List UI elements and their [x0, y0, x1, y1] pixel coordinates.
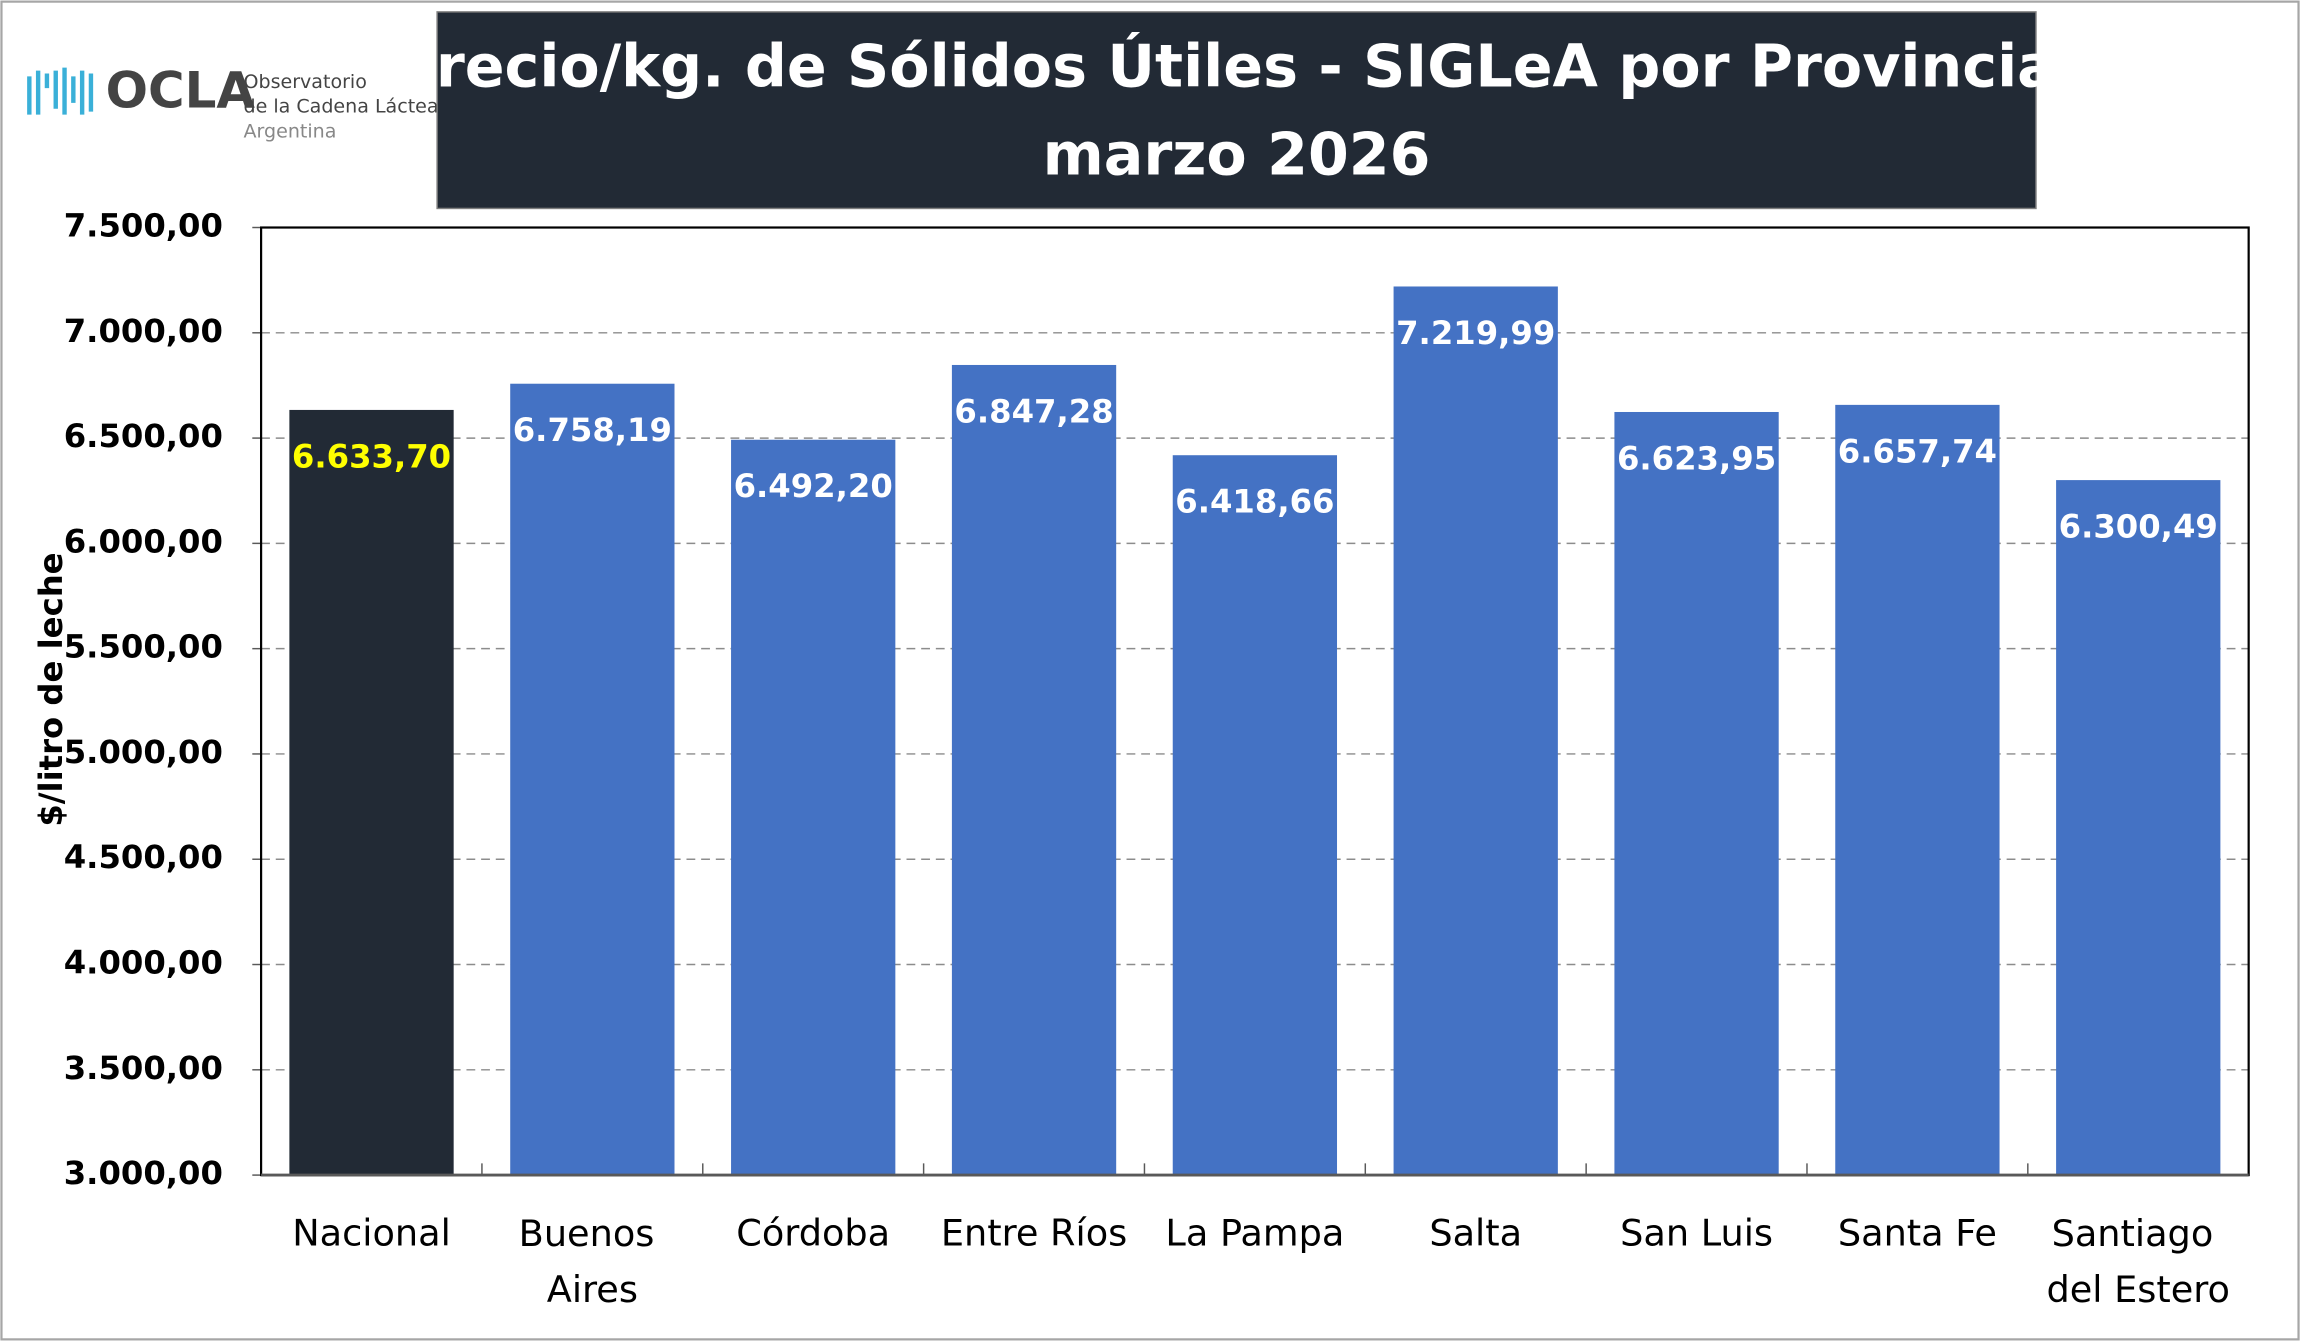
- chart-title: Precio/kg. de Sólidos Útiles - SIGLeA po…: [393, 32, 2080, 101]
- y-tick-label: 7.500,00: [64, 207, 223, 245]
- y-axis-label: $/litro de leche: [32, 552, 70, 826]
- logo-name: OCLA: [106, 62, 256, 120]
- bar: [1614, 411, 1779, 1176]
- logo-line: de la Cadena Láctea: [243, 96, 438, 118]
- chart-title: marzo 2026: [1043, 121, 1431, 189]
- value-label: 6.623,95: [1617, 439, 1776, 477]
- x-tick-label: Córdoba: [736, 1212, 890, 1255]
- bar: [510, 383, 675, 1176]
- x-tick-label: Nacional: [292, 1212, 451, 1255]
- bar: [1393, 286, 1558, 1176]
- value-label: 6.633,70: [292, 437, 451, 475]
- logo-icon: [27, 67, 94, 115]
- logo-line: Observatorio: [243, 71, 366, 93]
- bar: [1835, 404, 2000, 1176]
- y-tick-label: 5.500,00: [64, 628, 223, 666]
- y-tick-label: 3.000,00: [64, 1154, 223, 1192]
- title-box: [436, 11, 2037, 210]
- value-label: 6.758,19: [513, 411, 672, 449]
- y-tick-label: 4.000,00: [64, 944, 223, 982]
- value-label: 7.219,99: [1396, 314, 1555, 352]
- y-tick-label: 3.500,00: [64, 1049, 223, 1087]
- value-label: 6.418,66: [1175, 483, 1334, 521]
- y-tick-label: 6.500,00: [64, 417, 223, 455]
- x-tick-label: Salta: [1429, 1212, 1522, 1255]
- bar: [2056, 480, 2221, 1176]
- logo: OCLA Observatorio de la Cadena Láctea Ar…: [27, 62, 439, 143]
- y-tick-label: 6.000,00: [64, 522, 223, 560]
- x-tick-label: Buenos Aires: [519, 1212, 666, 1311]
- bar: [951, 364, 1117, 1176]
- x-tick-label: Santa Fe: [1838, 1212, 1997, 1255]
- value-label: 6.847,28: [954, 392, 1113, 430]
- x-tick-label: La Pampa: [1165, 1212, 1344, 1255]
- y-tick-label: 7.000,00: [64, 312, 223, 350]
- y-tick-label: 4.500,00: [64, 838, 223, 876]
- y-tick-label: 5.000,00: [64, 733, 223, 771]
- value-label: 6.492,20: [734, 467, 893, 505]
- logo-line: Argentina: [243, 121, 336, 143]
- x-tick-label: San Luis: [1620, 1212, 1773, 1255]
- bar: [731, 439, 896, 1176]
- x-tick-label: Entre Ríos: [941, 1212, 1127, 1255]
- bar: [289, 409, 454, 1176]
- value-label: 6.300,49: [2059, 508, 2218, 546]
- value-label: 6.657,74: [1838, 432, 1997, 470]
- bar: [1172, 455, 1338, 1176]
- x-tick-label: Santiago del Estero: [2046, 1212, 2230, 1311]
